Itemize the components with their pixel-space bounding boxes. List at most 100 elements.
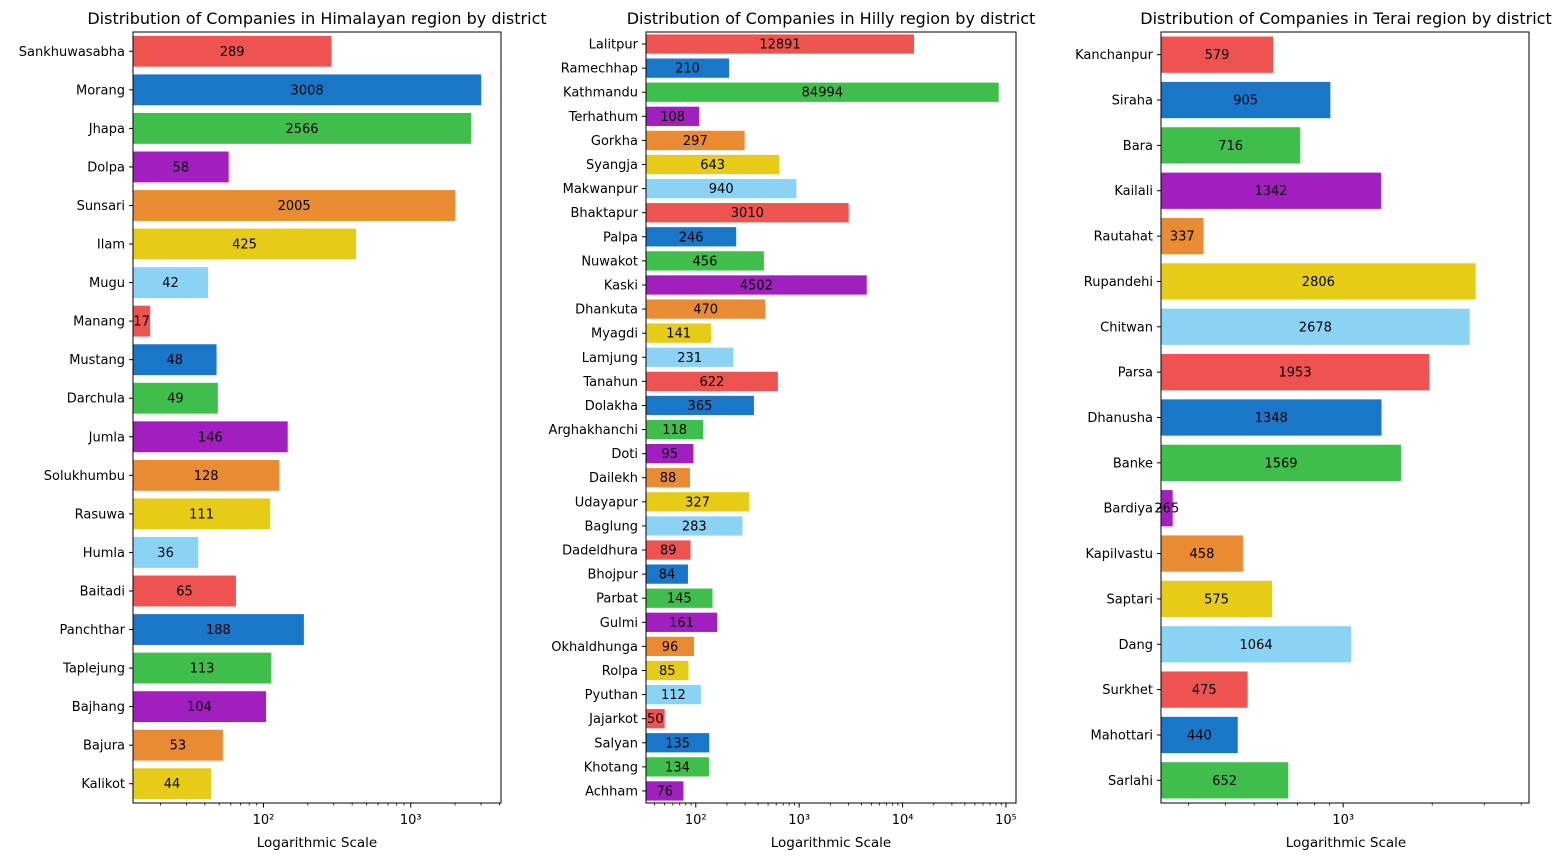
- bar-darchula: [133, 382, 218, 414]
- data-label: 112: [661, 688, 686, 703]
- bar-chitwan: [1161, 308, 1470, 345]
- data-label: 108: [660, 110, 685, 125]
- y-tick-label: Kailali: [1114, 184, 1153, 199]
- data-label: 2806: [1302, 275, 1335, 290]
- bar-tanahun: [646, 371, 778, 391]
- y-tick-label: Arghakhanchi: [549, 423, 638, 438]
- y-tick-label: Myagdi: [591, 327, 638, 342]
- x-tick-label: 10²: [685, 813, 707, 828]
- x-tick-label: 10³: [1332, 813, 1354, 828]
- y-tick-label: Kapilvastu: [1085, 547, 1153, 562]
- data-label: 146: [198, 430, 223, 445]
- data-label: 118: [662, 423, 687, 438]
- y-tick-label: Tanahun: [582, 375, 638, 390]
- bar-udayapur: [646, 492, 749, 512]
- hilly-bars: 12891 210 84994 108 297 643 940 3010 246 456 4502 4…: [646, 34, 999, 801]
- y-tick-label: Dolpa: [87, 160, 125, 175]
- data-label: 297: [683, 134, 708, 149]
- bar-humla: [133, 537, 199, 568]
- y-tick-label: Dang: [1119, 638, 1153, 653]
- data-label: 42: [162, 276, 179, 291]
- y-tick-label: Jhapa: [88, 122, 125, 137]
- terai-ticks: Kanchanpur Siraha Bara Kailali Rautahat Rupan…: [1075, 48, 1522, 828]
- y-tick-label: Rupandehi: [1084, 275, 1153, 290]
- data-label: 622: [700, 375, 725, 390]
- bar-kalikot: [133, 768, 211, 800]
- terai-bars: 579 905 716 1342 337 2806 2678 1953 1348 1569 265 4…: [1154, 36, 1476, 799]
- hilly-chart: Distribution of Companies in Hilly regio…: [549, 9, 1036, 851]
- bar-rolpa: [646, 660, 689, 681]
- data-label: 188: [206, 623, 231, 638]
- himalayan-bars: 289 3008 2566 58 2005 425 42 17 48 49 146 128 111 36 6…: [133, 35, 482, 800]
- data-label: 134: [665, 760, 690, 775]
- bar-kapilvastu: [1161, 535, 1243, 572]
- y-tick-label: Surkhet: [1102, 683, 1153, 698]
- y-tick-label: Okhaldhunga: [551, 640, 638, 655]
- bar-panchthar: [133, 614, 304, 645]
- y-tick-label: Gorkha: [591, 134, 638, 149]
- terai-chart: Distribution of Companies in Terai regio…: [1075, 9, 1552, 851]
- y-tick-label: Terhathum: [568, 110, 638, 125]
- data-label: 44: [164, 777, 181, 792]
- y-tick-label: Udayapur: [575, 495, 639, 510]
- bar-kathmandu: [646, 82, 999, 102]
- y-tick-label: Mustang: [69, 353, 125, 368]
- data-label: 65: [176, 584, 193, 599]
- data-label: 246: [679, 230, 704, 245]
- x-tick-label: 10⁴: [892, 813, 914, 828]
- bar-rautahat: [1161, 217, 1204, 255]
- bar-kanchanpur: [1161, 36, 1274, 73]
- y-tick-label: Nuwakot: [581, 254, 638, 269]
- y-tick-label: Kaski: [604, 278, 638, 293]
- bar-bajhang: [133, 691, 266, 723]
- bar-kaski: [646, 275, 867, 295]
- data-label: 458: [1190, 547, 1215, 562]
- data-label: 905: [1233, 94, 1258, 109]
- x-tick-label: 10³: [400, 813, 422, 828]
- bar-dolakha: [646, 395, 754, 416]
- x-axis-label: Logarithmic Scale: [771, 835, 891, 851]
- bar-salyan: [646, 733, 710, 753]
- y-tick-label: Kanchanpur: [1075, 48, 1154, 63]
- data-label: 113: [190, 662, 215, 677]
- bar-syangja: [646, 154, 780, 175]
- bar-lamjung: [646, 347, 734, 367]
- bar-dolpa: [133, 151, 229, 183]
- y-tick-label: Jajarkot: [588, 712, 638, 727]
- bar-mugu: [133, 267, 209, 298]
- data-label: 579: [1205, 48, 1230, 63]
- data-label: 231: [677, 351, 702, 366]
- x-tick-label: 10²: [253, 813, 275, 828]
- data-label: 652: [1212, 774, 1237, 789]
- y-tick-label: Parbat: [596, 592, 638, 607]
- data-label: 475: [1192, 683, 1217, 698]
- y-tick-label: Dadeldhura: [562, 544, 638, 559]
- bar-bhaktapur: [646, 203, 849, 223]
- data-label: 85: [659, 664, 676, 679]
- y-tick-label: Syangja: [586, 158, 638, 173]
- data-label: 2005: [278, 199, 311, 214]
- bar-pyuthan: [646, 684, 701, 705]
- bar-myagdi: [646, 323, 712, 343]
- himalayan-chart: Distribution of Companies in Himalayan r…: [19, 9, 547, 851]
- y-tick-label: Rautahat: [1094, 230, 1153, 245]
- data-label: 425: [232, 238, 257, 253]
- plot-frame: [132, 31, 502, 804]
- y-tick-label: Ramechhap: [561, 62, 638, 77]
- data-label: 88: [660, 471, 677, 486]
- data-label: 4502: [740, 278, 773, 293]
- chart-title: Distribution of Companies in Hilly regio…: [627, 9, 1036, 28]
- y-tick-label: Mahottari: [1091, 728, 1154, 743]
- y-tick-label: Manang: [73, 315, 125, 330]
- data-label: 327: [685, 495, 710, 510]
- data-label: 161: [669, 616, 694, 631]
- y-tick-label: Baitadi: [80, 584, 125, 599]
- y-tick-label: Dolakha: [585, 399, 638, 414]
- y-tick-label: Bara: [1123, 139, 1153, 154]
- data-label: 716: [1218, 139, 1243, 154]
- bar-palpa: [646, 227, 737, 247]
- bar-lalitpur: [646, 34, 914, 54]
- y-tick-label: Chitwan: [1100, 320, 1153, 335]
- bar-banke: [1161, 444, 1402, 481]
- y-tick-label: Parsa: [1118, 366, 1153, 381]
